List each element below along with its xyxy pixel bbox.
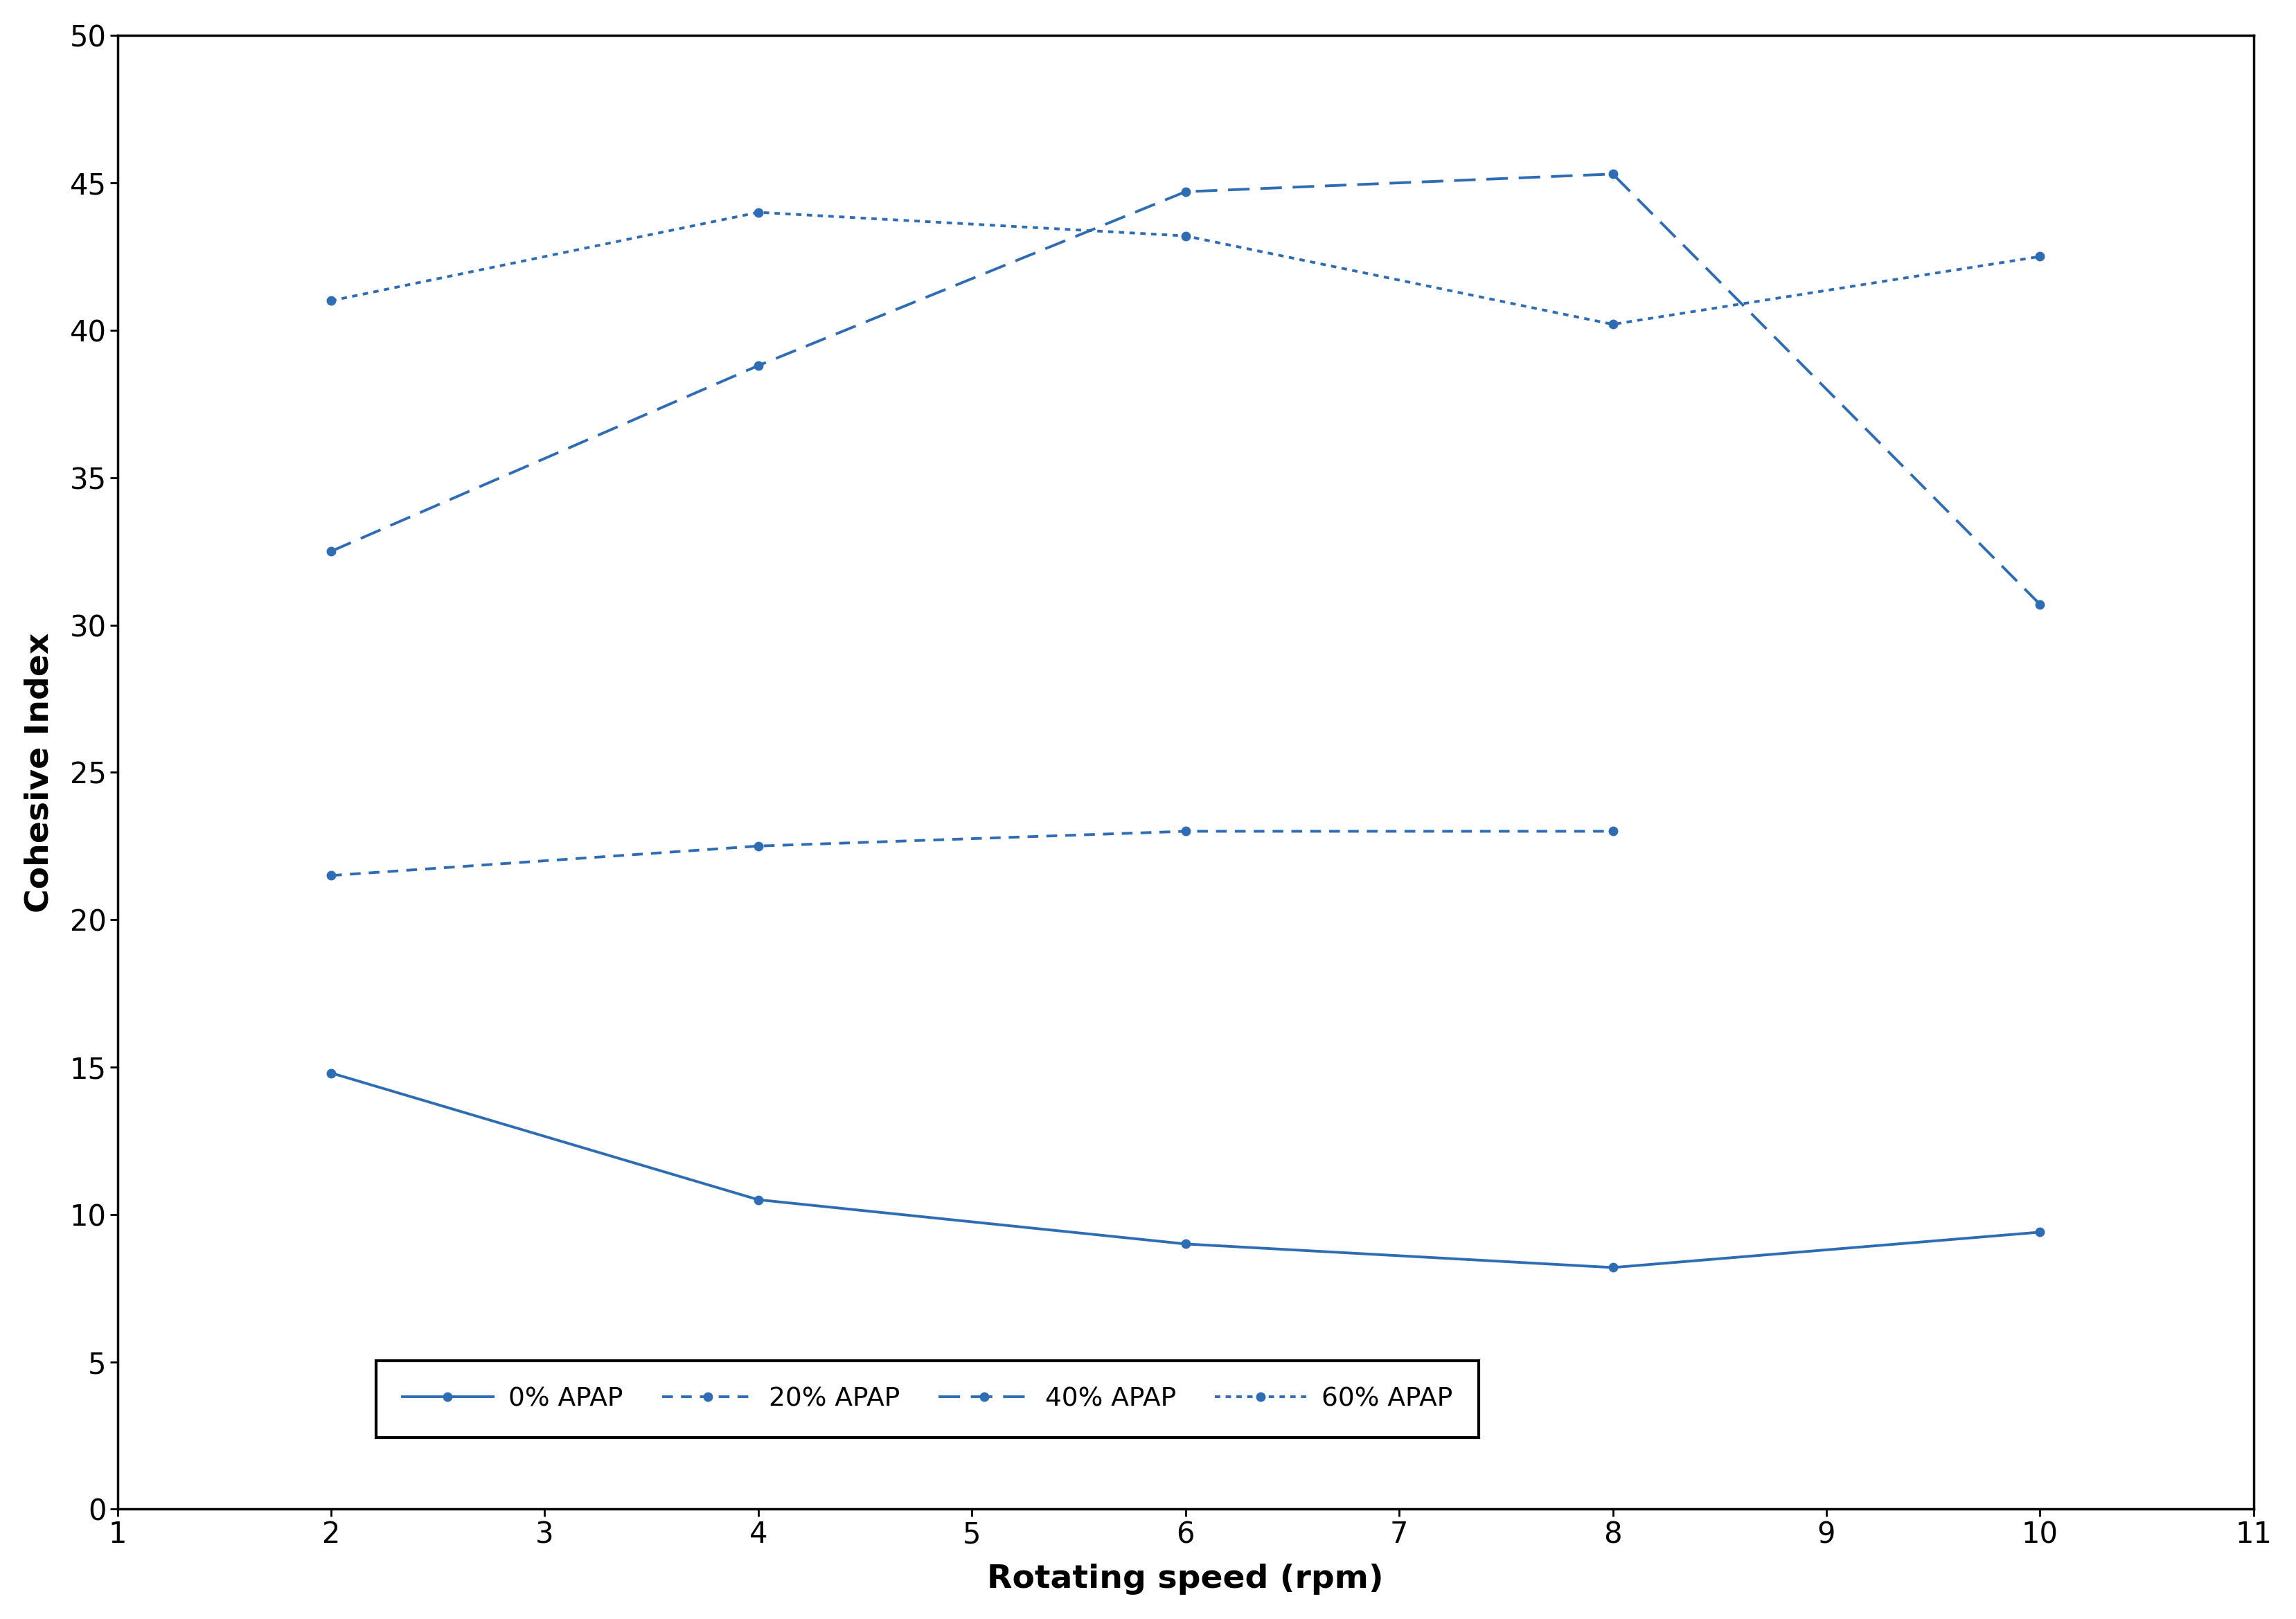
40% APAP [2025,594,2053,614]
Line: 20% APAP: 20% APAP [326,827,1616,879]
Legend: 0% APAP, 20% APAP, 40% APAP, 60% APAP: 0% APAP, 20% APAP, 40% APAP, 60% APAP [377,1360,1479,1438]
60% APAP [317,291,344,311]
20% APAP [317,866,344,886]
X-axis label: Rotating speed (rpm): Rotating speed (rpm) [987,1564,1384,1595]
Line: 60% APAP: 60% APAP [326,207,2043,329]
40% APAP [1598,164,1626,183]
Line: 0% APAP: 0% APAP [326,1069,2043,1273]
20% APAP [1598,821,1626,840]
40% APAP [1171,181,1199,201]
40% APAP [317,542,344,562]
60% APAP [1598,314,1626,334]
Line: 40% APAP: 40% APAP [326,170,2043,609]
20% APAP [744,837,771,856]
0% APAP [1598,1258,1626,1277]
60% APAP [1171,227,1199,246]
0% APAP [744,1190,771,1209]
Y-axis label: Cohesive Index: Cohesive Index [23,633,55,913]
60% APAP [744,202,771,222]
0% APAP [1171,1234,1199,1253]
20% APAP [1171,821,1199,840]
0% APAP [2025,1222,2053,1242]
60% APAP [2025,246,2053,266]
0% APAP [317,1064,344,1083]
40% APAP [744,356,771,376]
